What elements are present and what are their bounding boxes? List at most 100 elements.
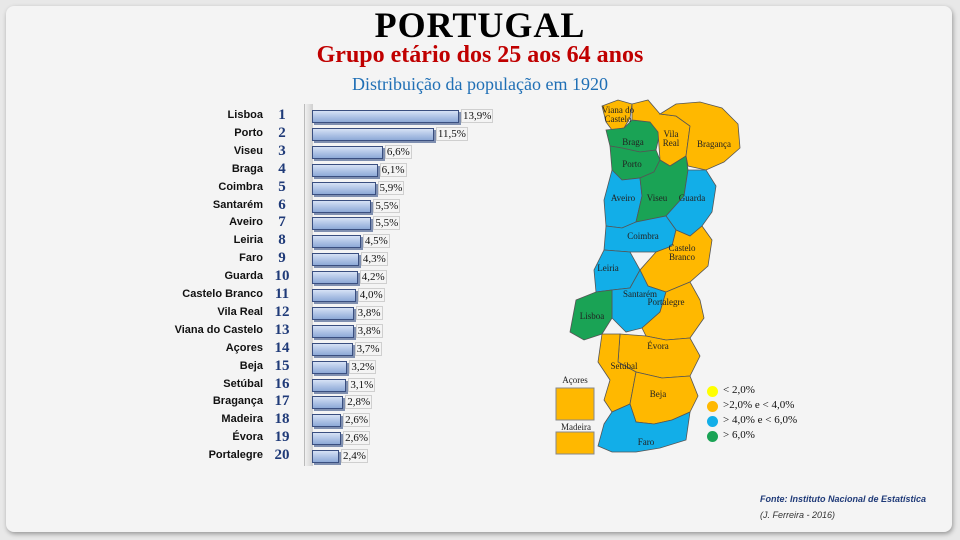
legend-swatch-3 — [707, 416, 718, 427]
category-label: Coimbra — [218, 180, 263, 193]
chart-axis-wall — [304, 104, 313, 466]
rank-label: 20 — [274, 447, 290, 464]
rank-label: 3 — [278, 142, 286, 159]
category-label: Portalegre — [208, 449, 263, 462]
map-label-setubal: Setúbal — [610, 361, 638, 371]
bar — [312, 163, 378, 177]
map-label-vila-real: Vila Real — [662, 129, 680, 148]
data-label: 4,5% — [362, 234, 390, 249]
bar — [312, 181, 376, 195]
category-label: Santarém — [212, 198, 263, 211]
map-label-viana: Viana do Castelo — [601, 105, 635, 124]
category-label: Faro — [239, 252, 263, 265]
rank-label: 10 — [274, 268, 290, 285]
map-label-beja: Beja — [649, 389, 667, 399]
bar — [312, 306, 354, 320]
bar — [312, 324, 354, 338]
rank-label: 1 — [278, 107, 286, 123]
rank-label: 5 — [278, 178, 286, 195]
slide-background — [6, 6, 952, 532]
category-label: Viana do Castelo — [174, 323, 263, 336]
page-subtitle-2: Distribuição da população em 1920 — [352, 74, 608, 94]
district-lisboa — [569, 289, 613, 341]
category-label: Açores — [225, 341, 263, 354]
data-label: 11,5% — [435, 126, 468, 141]
category-label: Braga — [231, 162, 263, 175]
data-label: 13,9% — [460, 109, 494, 123]
data-label: 5,9% — [377, 180, 405, 195]
bar — [312, 253, 359, 267]
data-label: 5,5% — [373, 216, 401, 231]
map-label-viseu: Viseu — [646, 193, 668, 203]
category-label: Guarda — [224, 270, 263, 283]
map-label-braganca: Bragança — [697, 139, 731, 149]
map-label-porto: Porto — [622, 159, 642, 169]
bar — [312, 342, 353, 356]
district-faro — [597, 403, 691, 453]
category-label: Porto — [234, 126, 263, 139]
data-label: 3,8% — [355, 323, 383, 338]
bar — [312, 199, 372, 213]
map-label-castelo-branco: Castelo Branco — [668, 243, 696, 262]
page-subtitle: Grupo etário dos 25 aos 64 anos — [316, 42, 644, 68]
data-label: 6,6% — [384, 144, 412, 159]
legend-swatch-1 — [707, 386, 718, 397]
map-label-lisboa: Lisboa — [579, 311, 605, 321]
rank-label: 2 — [278, 124, 286, 141]
map-label-santarem: Santarém — [623, 289, 657, 299]
data-label: 2,6% — [343, 413, 371, 428]
rank-label: 14 — [274, 339, 290, 356]
map-label-acores: Açores — [562, 375, 588, 385]
category-label: Viseu — [233, 144, 263, 157]
category-label: Bragança — [212, 395, 263, 408]
category-label: Aveiro — [229, 216, 263, 229]
data-label: 6,1% — [379, 162, 407, 177]
page-title: PORTUGAL — [374, 5, 586, 45]
bar — [312, 432, 342, 446]
rank-label: 15 — [274, 357, 290, 374]
rank-label: 8 — [278, 232, 286, 249]
category-label: Madeira — [221, 413, 263, 426]
rank-label: 12 — [274, 303, 290, 320]
category-label: Setúbal — [223, 377, 263, 390]
category-label: Lisboa — [227, 109, 263, 121]
island-box-madeira — [555, 431, 595, 455]
map-label-braga: Braga — [622, 137, 644, 147]
rank-label: 19 — [274, 429, 290, 446]
legend-swatch-4 — [707, 431, 718, 442]
category-label: Vila Real — [217, 305, 263, 318]
rank-label: 6 — [278, 196, 286, 213]
bar — [312, 289, 356, 302]
legend-swatch-2 — [707, 401, 718, 412]
map-label-portalegre: Portalegre — [647, 297, 685, 307]
rank-label: 13 — [274, 321, 290, 338]
category-label: Évora — [232, 431, 263, 444]
bar — [312, 378, 347, 392]
author-note: (J. Ferreira - 2016) — [760, 510, 836, 520]
legend-label-2: >2,0% e < 4,0% — [723, 399, 795, 411]
legend-label-3: > 4,0% e < 6,0% — [723, 414, 798, 426]
bar — [312, 396, 344, 410]
district-viana-do-castelo — [601, 99, 633, 131]
map-label-guarda: Guarda — [678, 193, 706, 203]
bar — [312, 360, 348, 374]
bar — [312, 271, 358, 285]
map-label-aveiro: Aveiro — [610, 193, 636, 203]
bar — [312, 127, 434, 141]
map-label-faro: Faro — [637, 437, 655, 447]
source-note: Fonte: Instituto Nacional de Estatística — [760, 494, 927, 504]
data-label: 2,4% — [341, 449, 368, 464]
data-label: 3,8% — [355, 305, 383, 320]
data-label: 4,2% — [359, 270, 387, 285]
rank-label: 18 — [274, 411, 290, 428]
data-label: 3,2% — [349, 359, 377, 374]
data-label: 2,8% — [345, 395, 373, 410]
rank-label: 9 — [278, 250, 286, 267]
bar — [312, 145, 383, 159]
data-label: 2,6% — [343, 431, 371, 446]
legend-label-1: < 2,0% — [723, 384, 755, 396]
island-box-acores — [555, 387, 595, 421]
data-label: 3,7% — [354, 341, 382, 356]
map-label-evora: Évora — [647, 341, 669, 351]
data-label: 4,0% — [357, 288, 385, 302]
